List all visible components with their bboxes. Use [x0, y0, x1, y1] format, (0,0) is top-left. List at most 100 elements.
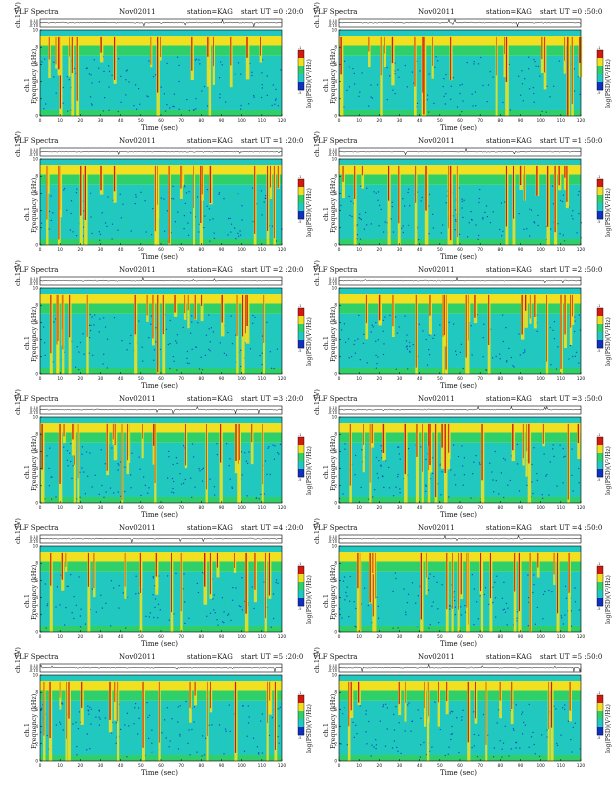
spectrogram-speckle — [528, 601, 530, 603]
spectrogram-speckle — [342, 350, 344, 352]
spectrogram-speckle — [549, 461, 551, 463]
spectrogram-speckle — [159, 337, 161, 339]
spectrogram-speckle — [82, 326, 84, 328]
spectrogram-speckle — [474, 91, 476, 93]
spectrogram-speckle — [389, 314, 391, 316]
spectrogram-speckle — [188, 362, 190, 365]
spectrogram-speckle — [508, 207, 510, 210]
spectrogram-speckle — [230, 459, 232, 461]
time-tick-label: 110 — [557, 376, 566, 382]
spectrogram-speckle — [396, 611, 399, 613]
sferic-core — [557, 552, 559, 614]
spectrogram-speckle — [206, 189, 208, 191]
time-tick-label: 10 — [356, 247, 362, 253]
spectrogram-speckle — [517, 368, 519, 370]
panel-title: VLF Spectra — [313, 266, 358, 274]
spectrogram-speckle — [172, 463, 174, 466]
spectrogram-panel: VLF Spectra Nov02011 station=KAG start UT =… — [313, 389, 612, 523]
spectrogram-speckle — [145, 92, 147, 94]
sferic-core — [46, 165, 48, 220]
spectrogram-speckle — [113, 323, 115, 325]
spectrogram-speckle — [398, 722, 400, 724]
sferic-core — [124, 552, 126, 587]
spectrogram-speckle — [452, 711, 454, 713]
spectrogram-speckle — [407, 474, 409, 476]
colorbar-segment — [298, 340, 304, 349]
time-tick-label: 70 — [477, 247, 483, 253]
spectrogram-speckle — [252, 221, 254, 223]
spectrogram-speckle — [578, 586, 580, 588]
time-tick-label: 50 — [437, 763, 443, 769]
spectrogram-speckle — [411, 582, 414, 584]
sferic-core — [213, 36, 214, 67]
spectrogram-speckle — [148, 737, 150, 739]
spectrogram-speckle — [397, 627, 399, 629]
spectrogram-speckle — [216, 619, 218, 621]
spectrogram-speckle — [118, 445, 120, 447]
waveform-axis-label: ch.1 (V) — [313, 389, 321, 415]
spectrogram-speckle — [277, 605, 279, 607]
spectrogram-speckle — [475, 731, 477, 733]
spectrogram-speckle — [441, 584, 443, 586]
spectrogram-speckle — [357, 488, 359, 490]
spectrogram-speckle — [103, 106, 105, 108]
sferic-core — [457, 165, 458, 238]
spectrogram-speckle — [340, 345, 342, 347]
spectrogram-speckle — [203, 481, 205, 483]
spectrogram-speckle — [406, 600, 408, 603]
time-tick-label: 30 — [98, 376, 104, 382]
spectrogram-speckle — [408, 448, 410, 450]
spectrogram-speckle — [138, 322, 140, 324]
spectrogram-speckle — [515, 347, 517, 349]
spectrogram-speckle — [169, 343, 171, 345]
spectrogram-band — [339, 238, 581, 245]
spectrogram-speckle — [184, 478, 186, 481]
spectrogram-speckle — [119, 369, 121, 371]
spectrogram-speckle — [254, 316, 256, 318]
spectrogram-speckle — [185, 700, 187, 703]
time-tick-label: 80 — [498, 634, 504, 640]
sferic-core — [499, 681, 501, 701]
spectrogram-speckle — [81, 447, 84, 449]
spectrogram-speckle — [52, 494, 54, 496]
spectrogram-speckle — [168, 722, 170, 724]
spectrogram-speckle — [462, 709, 464, 711]
spectrogram-speckle — [89, 93, 91, 95]
spectrogram-speckle — [379, 606, 381, 608]
spectrogram-speckle — [406, 61, 408, 63]
spectrogram-speckle — [51, 59, 53, 62]
spectrogram-speckle — [397, 446, 399, 448]
spectrogram-speckle — [498, 595, 500, 597]
spectrogram-speckle — [60, 723, 62, 725]
spectrogram-speckle — [86, 107, 88, 109]
spectrogram-band — [339, 174, 581, 185]
spectrogram-speckle — [556, 744, 559, 746]
frequency-tick-label: 0 — [334, 372, 337, 377]
spectrogram-speckle — [421, 728, 423, 730]
spectrogram-speckle — [354, 352, 356, 354]
spectrogram-speckle — [93, 365, 95, 367]
spectrogram-speckle — [497, 626, 500, 628]
spectrogram-speckle — [171, 718, 173, 720]
spectrogram-speckle — [419, 756, 421, 758]
spectrogram-speckle — [135, 593, 137, 595]
spectrogram-speckle — [86, 67, 88, 69]
spectrogram-speckle — [44, 58, 46, 60]
spectrogram-speckle — [177, 339, 179, 342]
spectrogram-speckle — [233, 344, 235, 346]
time-tick-label: 70 — [178, 118, 184, 124]
spectrogram-speckle — [409, 575, 411, 577]
spectrogram-speckle — [187, 618, 189, 620]
spectrogram-speckle — [103, 317, 105, 319]
spectrogram-speckle — [342, 493, 344, 495]
sferic-core — [465, 294, 467, 358]
time-tick-label: 0 — [338, 118, 341, 124]
spectrogram-speckle — [523, 721, 525, 723]
spectrogram-speckle — [418, 239, 420, 241]
spectrogram-speckle — [127, 495, 129, 497]
spectrogram-speckle — [148, 487, 150, 489]
spectrogram-speckle — [528, 88, 531, 90]
spectrogram-speckle — [420, 446, 422, 448]
